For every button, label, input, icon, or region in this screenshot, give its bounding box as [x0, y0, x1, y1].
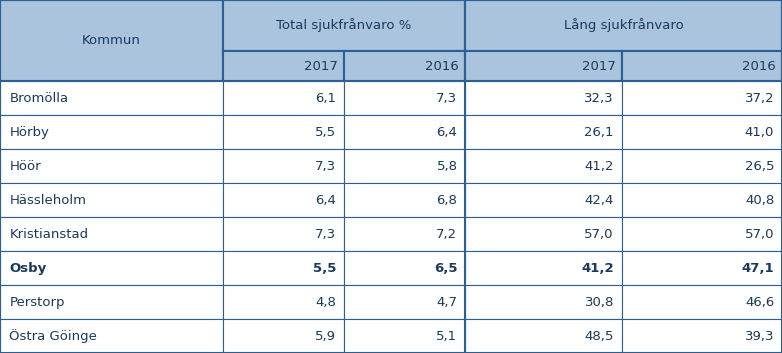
Text: 47,1: 47,1 [741, 262, 774, 275]
Bar [0, 82, 223, 115]
Text: 42,4: 42,4 [584, 194, 614, 207]
Bar [223, 51, 344, 82]
Text: Osby: Osby [9, 262, 47, 275]
Text: 30,8: 30,8 [584, 295, 614, 309]
Text: 2017: 2017 [304, 60, 338, 73]
Text: Kristianstad: Kristianstad [9, 228, 88, 241]
Bar [0, 115, 223, 149]
Text: Bromölla: Bromölla [9, 92, 69, 105]
Bar [344, 115, 465, 149]
Text: 41,2: 41,2 [584, 160, 614, 173]
Text: 6,4: 6,4 [436, 126, 457, 139]
Bar [0, 319, 223, 353]
Bar [622, 115, 782, 149]
Bar [622, 319, 782, 353]
Bar [223, 115, 344, 149]
Text: 6,1: 6,1 [315, 92, 336, 105]
Bar [344, 251, 465, 285]
Bar [344, 82, 465, 115]
Bar [223, 149, 344, 183]
Text: 5,9: 5,9 [315, 330, 336, 342]
Text: 41,0: 41,0 [744, 126, 774, 139]
Bar [622, 251, 782, 285]
Bar [622, 217, 782, 251]
Bar [344, 149, 465, 183]
Bar [0, 149, 223, 183]
Bar [622, 51, 782, 82]
Text: 7,3: 7,3 [436, 92, 457, 105]
Bar [0, 217, 223, 251]
Text: 32,3: 32,3 [584, 92, 614, 105]
Text: Höör: Höör [9, 160, 41, 173]
Bar [465, 183, 622, 217]
Text: 7,3: 7,3 [315, 228, 336, 241]
Bar [465, 51, 622, 82]
Text: Total sjukfrånvaro %: Total sjukfrånvaro % [276, 18, 412, 32]
Text: 5,1: 5,1 [436, 330, 457, 342]
Text: 46,6: 46,6 [745, 295, 774, 309]
Text: 5,5: 5,5 [313, 262, 336, 275]
Text: 48,5: 48,5 [584, 330, 614, 342]
Text: 5,8: 5,8 [436, 160, 457, 173]
Text: 57,0: 57,0 [584, 228, 614, 241]
Text: 2016: 2016 [742, 60, 776, 73]
Text: 37,2: 37,2 [744, 92, 774, 105]
Text: Östra Göinge: Östra Göinge [9, 329, 97, 343]
Text: Hässleholm: Hässleholm [9, 194, 86, 207]
Text: 7,3: 7,3 [315, 160, 336, 173]
Text: Hörby: Hörby [9, 126, 49, 139]
Text: 6,5: 6,5 [434, 262, 457, 275]
Text: Perstorp: Perstorp [9, 295, 65, 309]
Text: Kommun: Kommun [82, 34, 141, 47]
Text: 2017: 2017 [582, 60, 615, 73]
Bar [223, 319, 344, 353]
Bar [223, 251, 344, 285]
Bar [344, 217, 465, 251]
Text: 4,7: 4,7 [436, 295, 457, 309]
Bar [0, 251, 223, 285]
Bar [622, 82, 782, 115]
Bar [465, 251, 622, 285]
Text: 2016: 2016 [425, 60, 459, 73]
Bar [465, 319, 622, 353]
Bar [465, 115, 622, 149]
Bar [223, 183, 344, 217]
Bar [0, 183, 223, 217]
Text: 6,8: 6,8 [436, 194, 457, 207]
Bar [465, 217, 622, 251]
Text: 7,2: 7,2 [436, 228, 457, 241]
Bar [223, 285, 344, 319]
Text: Lång sjukfrånvaro: Lång sjukfrånvaro [564, 18, 683, 32]
Text: 6,4: 6,4 [315, 194, 336, 207]
Bar [344, 183, 465, 217]
Bar [622, 285, 782, 319]
Text: 57,0: 57,0 [744, 228, 774, 241]
Bar [344, 51, 465, 82]
Bar [622, 149, 782, 183]
Text: 26,5: 26,5 [744, 160, 774, 173]
Bar [465, 82, 622, 115]
Bar [223, 82, 344, 115]
Bar [223, 217, 344, 251]
Text: 39,3: 39,3 [744, 330, 774, 342]
Text: 5,5: 5,5 [315, 126, 336, 139]
Text: 40,8: 40,8 [745, 194, 774, 207]
Bar [0, 285, 223, 319]
Bar [465, 149, 622, 183]
Bar [344, 285, 465, 319]
Text: 4,8: 4,8 [315, 295, 336, 309]
Bar [344, 319, 465, 353]
Text: 41,2: 41,2 [581, 262, 614, 275]
Bar [465, 285, 622, 319]
Bar [622, 183, 782, 217]
Text: 26,1: 26,1 [584, 126, 614, 139]
